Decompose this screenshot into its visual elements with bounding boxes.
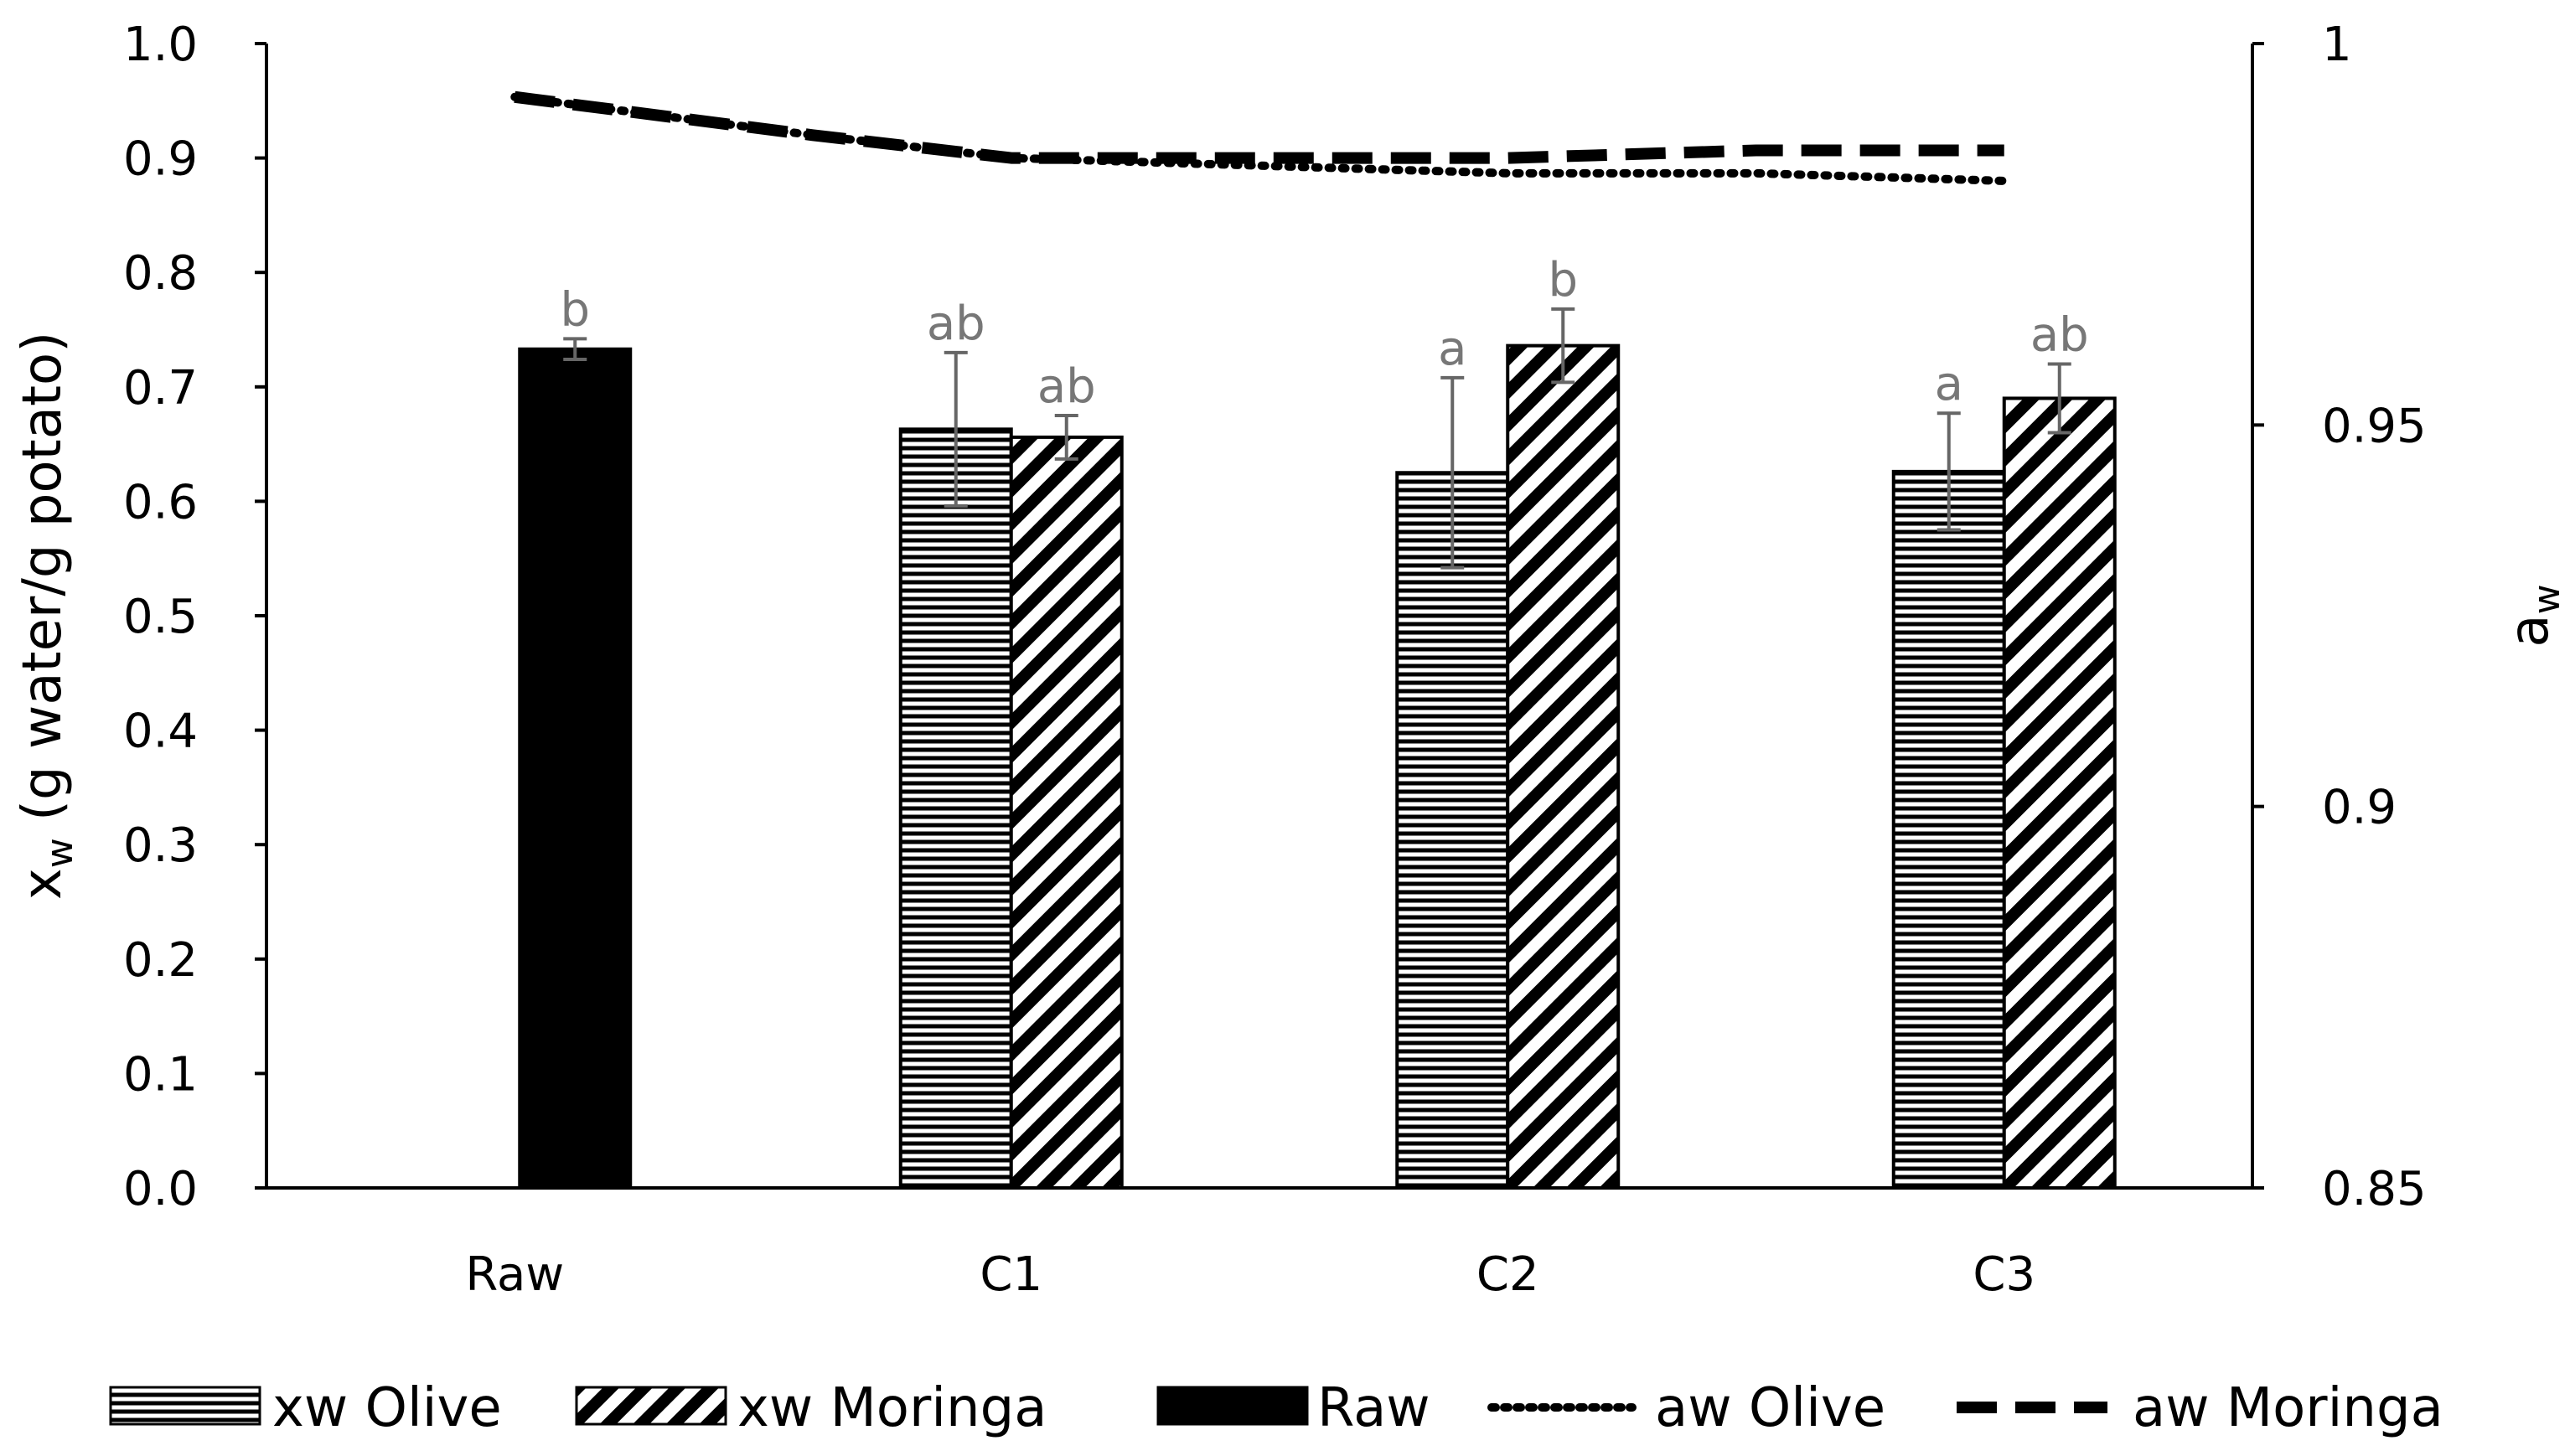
x-axis-category-labels: Raw C1 C2 C3 [465, 1247, 2035, 1302]
y-left-tick-label: 0.2 [123, 933, 198, 988]
legend-label-xw-moringa: xw Moringa [737, 1377, 1047, 1439]
bar-diagonal [1506, 343, 1621, 1190]
y-axis-left-title: xw (g water/g potato) [12, 332, 81, 900]
y-left-tick-label: 0.8 [123, 246, 198, 301]
y-axis-right-title: aw [2499, 584, 2568, 647]
y-left-tick-label: 1.0 [123, 18, 198, 72]
legend-swatch-raw [1156, 1386, 1309, 1426]
legend-swatch-xw-moringa [575, 1386, 727, 1426]
aw-line-dotted [510, 92, 2009, 185]
bar-diagonal [1009, 435, 1124, 1190]
x-category-label: C2 [1476, 1247, 1539, 1302]
legend: xw Olive xw Moringa Raw aw Olive aw Mori… [109, 1377, 2443, 1439]
significance-letters: b ab a a ab b ab [560, 253, 2088, 414]
bar-horizontal [898, 427, 1013, 1190]
y-left-tick-label: 0.1 [123, 1047, 198, 1102]
bar-horizontal [1891, 469, 2006, 1190]
legend-label-raw: Raw [1317, 1377, 1430, 1439]
aw-lines [510, 90, 2009, 185]
y-left-tick-label: 0.4 [123, 705, 198, 759]
y-right-tick-label: 0.85 [2322, 1162, 2427, 1216]
x-category-label: Raw [465, 1247, 564, 1302]
y-left-tick-label: 0.9 [123, 132, 198, 187]
y-right-tick-label: 0.95 [2322, 399, 2427, 453]
significance-letter: a [1935, 357, 1963, 411]
significance-letter: b [1548, 253, 1578, 307]
x-category-label: C1 [980, 1247, 1042, 1302]
y-axis-right-ticks: 0.85 0.9 0.95 1 [2252, 18, 2427, 1216]
significance-letter: ab [1037, 359, 1096, 414]
aw-line-dashed [514, 90, 2004, 164]
y-left-tick-label: 0.3 [123, 818, 198, 873]
bar-horizontal [1395, 471, 1510, 1190]
significance-letter: b [560, 282, 590, 337]
y-left-tick-label: 0.6 [123, 475, 198, 529]
error-bars [563, 307, 2071, 570]
legend-swatch-xw-olive [109, 1386, 261, 1426]
bar-solid [518, 347, 633, 1190]
y-left-tick-label: 0.5 [123, 590, 198, 644]
legend-label-xw-olive: xw Olive [272, 1377, 502, 1439]
y-right-tick-label: 1 [2322, 18, 2352, 72]
y-left-tick-label: 0.7 [123, 361, 198, 416]
significance-letter: a [1438, 322, 1466, 376]
bar-diagonal [2002, 396, 2117, 1190]
y-axis-left-ticks: 0.0 0.1 0.2 0.3 0.4 0.5 0.6 0.7 0.8 0.9 1.0 [123, 18, 266, 1216]
y-left-tick-label: 0.0 [123, 1162, 198, 1216]
legend-label-aw-olive: aw Olive [1655, 1377, 1885, 1439]
significance-letter: ab [2030, 307, 2089, 362]
significance-letter: ab [927, 297, 985, 351]
x-category-label: C3 [1973, 1247, 2035, 1302]
legend-label-aw-moringa: aw Moringa [2133, 1377, 2443, 1439]
bars [518, 343, 2117, 1190]
y-right-tick-label: 0.9 [2322, 781, 2397, 835]
